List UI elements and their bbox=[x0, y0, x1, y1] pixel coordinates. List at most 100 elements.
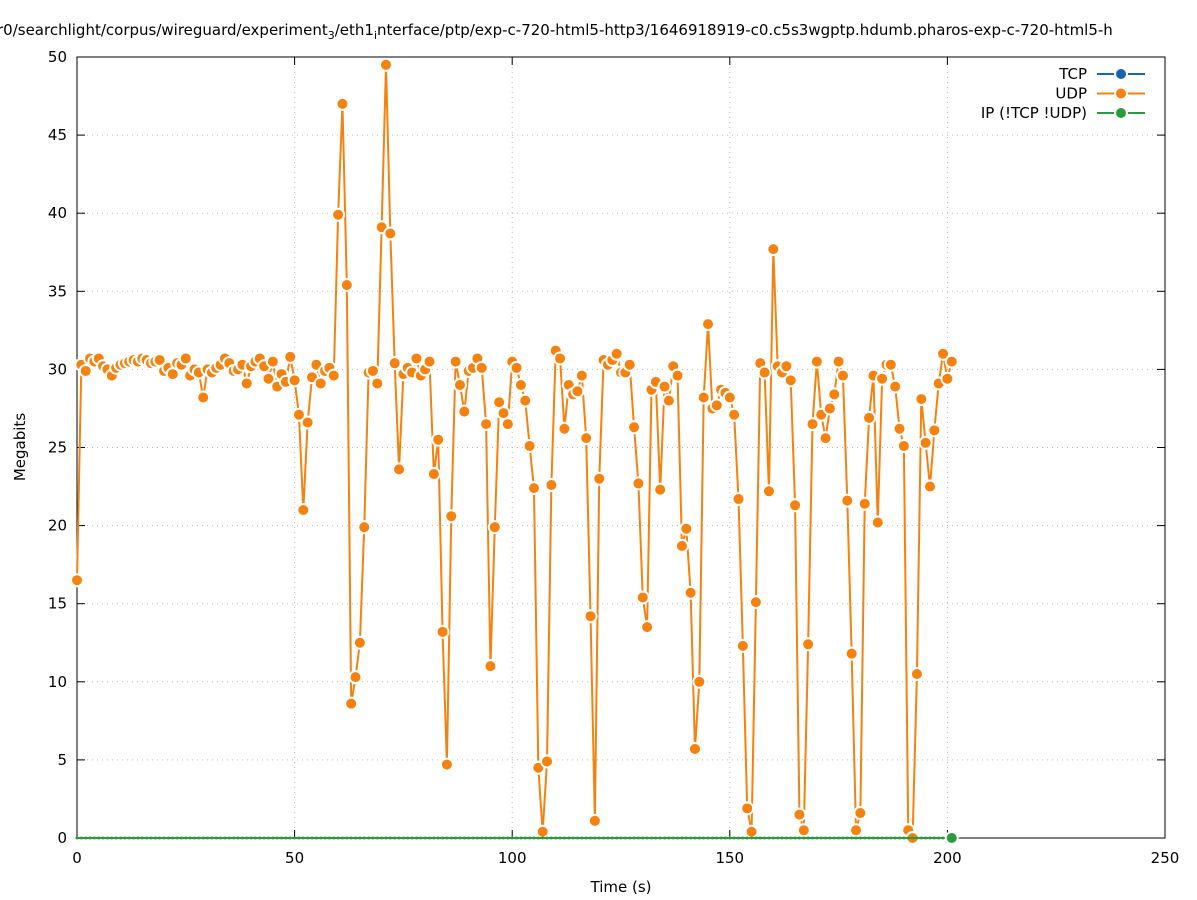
data-point bbox=[862, 410, 877, 425]
data-point bbox=[697, 836, 701, 840]
data-point bbox=[763, 836, 767, 840]
data-point bbox=[919, 836, 923, 840]
data-point bbox=[435, 624, 450, 639]
data-point bbox=[766, 242, 781, 257]
data-point bbox=[383, 226, 398, 241]
data-point bbox=[687, 741, 702, 756]
data-point bbox=[815, 836, 819, 840]
data-point bbox=[184, 836, 188, 840]
data-point bbox=[458, 836, 462, 840]
data-point bbox=[589, 836, 593, 840]
data-point bbox=[280, 836, 284, 840]
data-point bbox=[875, 371, 890, 386]
data-point bbox=[822, 401, 837, 416]
legend-label: TCP bbox=[1058, 65, 1087, 83]
data-point bbox=[239, 376, 254, 391]
data-point bbox=[876, 836, 880, 840]
data-point bbox=[940, 371, 955, 386]
data-point bbox=[627, 420, 642, 435]
data-point bbox=[906, 836, 910, 840]
data-point bbox=[445, 836, 449, 840]
data-point bbox=[348, 670, 363, 685]
data-point bbox=[909, 666, 924, 681]
data-point bbox=[892, 421, 907, 436]
legend-marker bbox=[1114, 86, 1128, 101]
data-point bbox=[658, 836, 662, 840]
data-point bbox=[609, 346, 624, 361]
data-point bbox=[587, 813, 602, 828]
data-point bbox=[780, 836, 784, 840]
data-point bbox=[232, 836, 236, 840]
data-point bbox=[884, 836, 888, 840]
data-point bbox=[793, 836, 797, 840]
data-point bbox=[240, 836, 244, 840]
data-point bbox=[362, 836, 366, 840]
data-point bbox=[444, 509, 459, 524]
data-point bbox=[615, 836, 619, 840]
data-point bbox=[284, 836, 288, 840]
data-point bbox=[140, 836, 144, 840]
data-point bbox=[849, 823, 864, 838]
data-point bbox=[593, 836, 597, 840]
data-point bbox=[441, 836, 445, 840]
data-point bbox=[623, 836, 627, 840]
data-point bbox=[528, 836, 532, 840]
data-point bbox=[606, 836, 610, 840]
data-point bbox=[841, 836, 845, 840]
data-point bbox=[522, 438, 537, 453]
data-point bbox=[336, 836, 340, 840]
legend-marker bbox=[1114, 106, 1128, 120]
data-point bbox=[867, 836, 871, 840]
data-point bbox=[132, 836, 136, 840]
data-point bbox=[918, 435, 933, 450]
data-point bbox=[640, 620, 655, 635]
data-point bbox=[426, 467, 441, 482]
data-point bbox=[922, 479, 937, 494]
data-point bbox=[323, 836, 327, 840]
data-point bbox=[944, 354, 959, 369]
data-point bbox=[924, 836, 928, 840]
data-point bbox=[375, 836, 379, 840]
data-point bbox=[457, 404, 472, 419]
data-point bbox=[227, 836, 231, 840]
data-point bbox=[597, 836, 601, 840]
data-point bbox=[387, 356, 402, 371]
data-point bbox=[870, 515, 885, 530]
data-point bbox=[367, 836, 371, 840]
data-point bbox=[748, 595, 763, 610]
data-point bbox=[265, 354, 280, 369]
data-point bbox=[467, 836, 471, 840]
legend-label: IP (!TCP !UDP) bbox=[981, 104, 1087, 122]
data-point bbox=[88, 836, 92, 840]
y-axis-label: Megabits bbox=[11, 413, 29, 481]
data-point bbox=[674, 538, 689, 553]
y-tick-label: 15 bbox=[48, 595, 67, 613]
data-point bbox=[410, 836, 414, 840]
x-tick-label: 0 bbox=[72, 849, 82, 867]
data-point bbox=[223, 836, 227, 840]
data-point bbox=[388, 836, 392, 840]
data-point bbox=[888, 379, 903, 394]
data-point bbox=[266, 836, 270, 840]
data-point bbox=[432, 836, 436, 840]
data-point bbox=[631, 476, 646, 491]
data-point bbox=[293, 836, 297, 840]
data-point bbox=[166, 836, 170, 840]
data-point bbox=[475, 836, 479, 840]
data-point bbox=[850, 836, 854, 840]
data-point bbox=[776, 836, 780, 840]
data-point bbox=[422, 354, 437, 369]
data-point bbox=[84, 836, 88, 840]
data-point bbox=[788, 498, 803, 513]
data-point bbox=[449, 836, 453, 840]
data-point bbox=[932, 836, 936, 840]
data-point bbox=[352, 635, 367, 650]
data-point bbox=[784, 836, 788, 840]
data-point bbox=[206, 836, 210, 840]
data-point bbox=[818, 431, 833, 446]
data-point bbox=[731, 492, 746, 507]
y-tick-label: 35 bbox=[48, 282, 67, 300]
data-point bbox=[657, 379, 672, 394]
data-point bbox=[149, 836, 153, 840]
data-point bbox=[805, 417, 820, 432]
